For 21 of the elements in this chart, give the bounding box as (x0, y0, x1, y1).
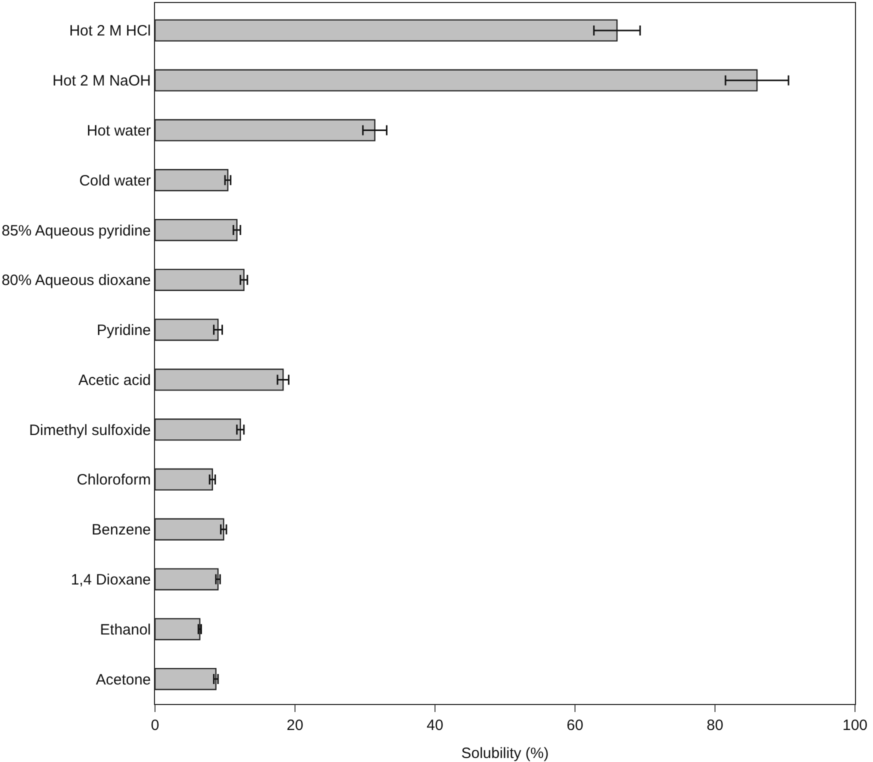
x-tick-label: 20 (286, 717, 304, 734)
y-tick-label: Benzene (92, 522, 151, 539)
x-tick-label: 40 (426, 717, 444, 734)
x-tick-label: 60 (566, 717, 584, 734)
y-tick-label: Acetic acid (78, 372, 151, 389)
y-tick-label: Acetone (96, 671, 151, 688)
x-axis-title: Solubility (%) (461, 745, 549, 762)
x-tick-label: 0 (150, 717, 160, 734)
y-tick-label: Hot water (86, 122, 151, 140)
y-tick-label: Chloroform (76, 472, 151, 489)
y-tick-label: 1,4 Dioxane (70, 572, 151, 589)
y-tick-label: 85% Aqueous pyridine (2, 222, 151, 240)
x-tick-label: 100 (842, 717, 868, 734)
x-tick-label: 80 (706, 717, 724, 734)
y-tick-label: Ethanol (100, 621, 151, 638)
y-tick-label: Hot 2 M HCl (69, 22, 151, 40)
y-tick-label: Hot 2 M NaOH (52, 72, 151, 90)
y-tick-label: Cold water (79, 172, 151, 190)
y-tick-label: Pyridine (96, 322, 151, 340)
y-tick-label: Dimethyl sulfoxide (29, 422, 151, 439)
y-tick-label: 80% Aqueous dioxane (2, 272, 151, 290)
